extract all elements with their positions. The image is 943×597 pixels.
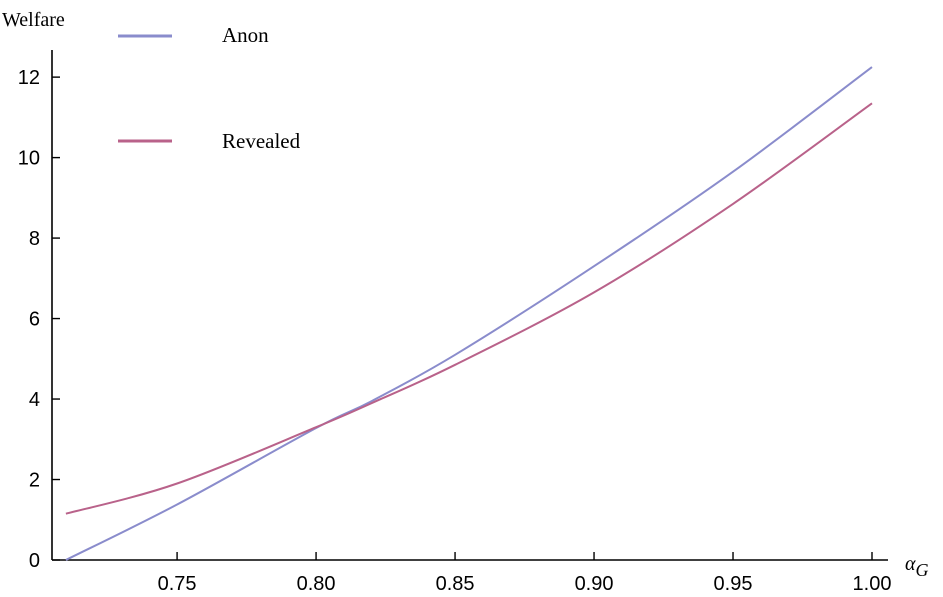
legend-label-anon: Anon [222, 23, 269, 47]
y-tick-label: 6 [29, 309, 40, 331]
y-tick-label: 8 [29, 228, 40, 250]
x-tick-label: 0.85 [436, 573, 475, 595]
y-axis: 0 2 4 6 8 10 12 Welfare [2, 9, 65, 572]
x-axis: 0.75 0.80 0.85 0.90 0.95 1.00 αG [52, 552, 929, 595]
y-tick-label: 12 [18, 67, 40, 89]
x-tick-label: 0.80 [297, 573, 336, 595]
legend-label-revealed: Revealed [222, 129, 301, 153]
series-line-revealed [65, 102, 873, 515]
y-tick-label: 0 [29, 550, 40, 572]
y-tick-label: 10 [18, 148, 40, 170]
legend: Anon Revealed [118, 23, 301, 153]
series-line-anon [65, 66, 873, 561]
x-tick-label: 1.00 [853, 573, 892, 595]
series-group [65, 66, 873, 561]
y-tick-label: 4 [29, 389, 40, 411]
x-axis-title: αG [905, 553, 929, 580]
y-ticks: 0 2 4 6 8 10 12 [18, 67, 60, 572]
x-tick-label: 0.95 [714, 573, 753, 595]
x-tick-label: 0.75 [158, 573, 197, 595]
y-tick-label: 2 [29, 470, 40, 492]
x-ticks: 0.75 0.80 0.85 0.90 0.95 1.00 [158, 552, 892, 595]
y-axis-title: Welfare [2, 9, 65, 31]
x-axis-title-symbol: α [905, 553, 916, 575]
x-tick-label: 0.90 [575, 573, 614, 595]
x-axis-title-subscript: G [916, 560, 929, 580]
